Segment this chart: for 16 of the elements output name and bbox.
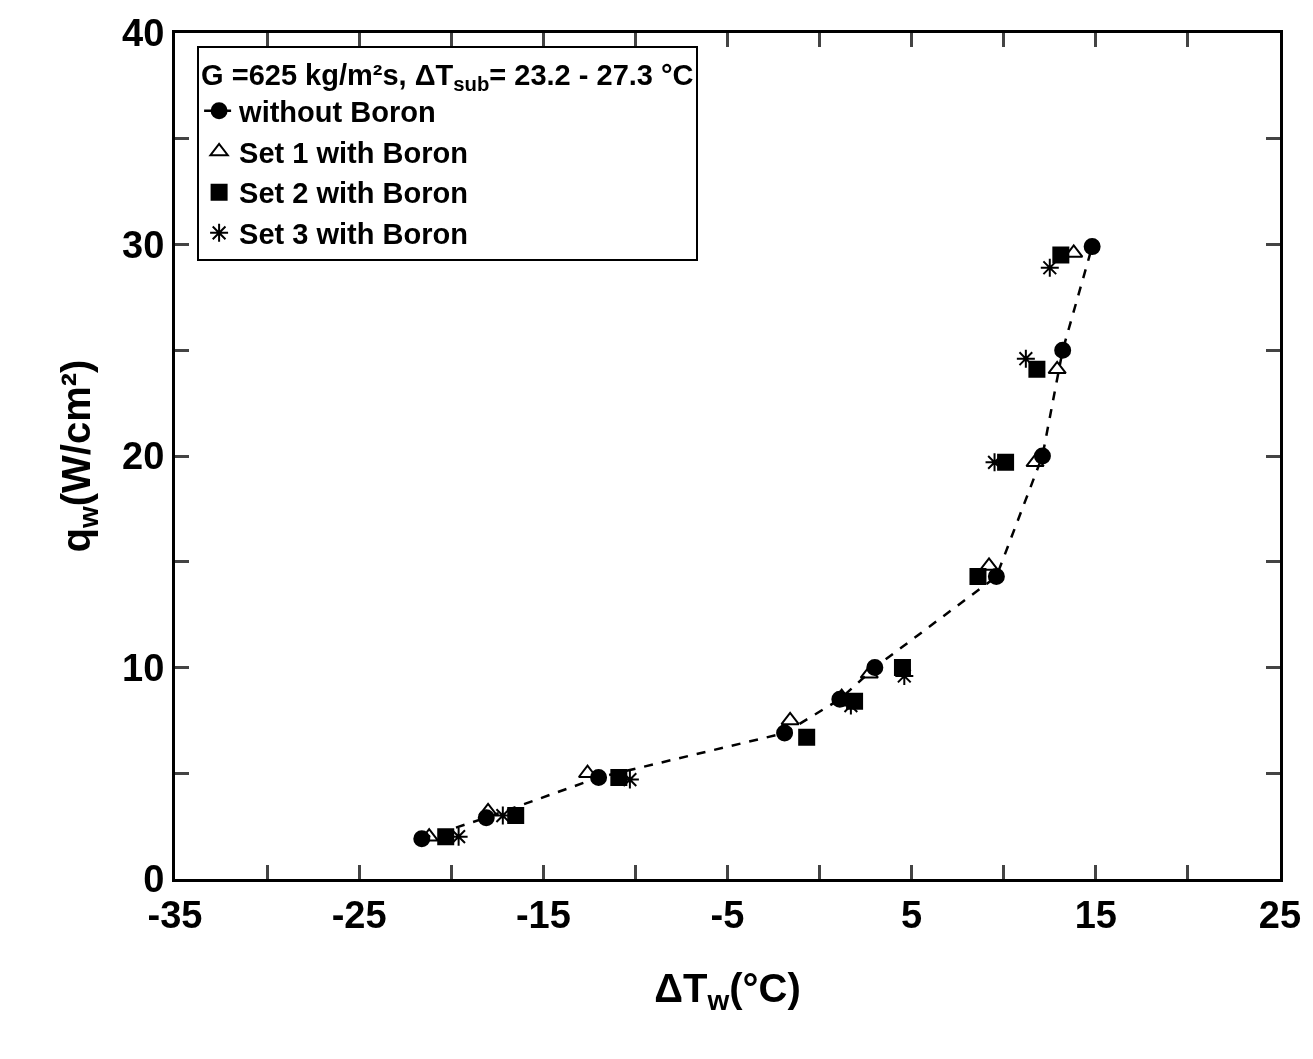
x-tick-label: -15 <box>515 893 571 936</box>
legend-label: Set 3 with Boron <box>239 218 468 251</box>
legend-label: Set 1 with Boron <box>239 136 468 169</box>
y-tick-label: 10 <box>122 646 165 689</box>
y-tick-label: 30 <box>122 223 165 266</box>
y-tick-label: 20 <box>122 435 165 478</box>
x-tick-label: 15 <box>1074 893 1117 936</box>
y-tick-label: 40 <box>122 12 165 55</box>
legend-title: G =625 kg/m²s, ΔT$_{sub}$= 23.2 - 27.3 °C <box>201 59 694 96</box>
x-axis-title: ΔT$_{w}$(°C) <box>654 966 801 1017</box>
legend-label: Set 2 with Boron <box>239 177 468 210</box>
x-tick-label: -5 <box>710 893 745 936</box>
x-tick-label: -25 <box>331 893 387 936</box>
x-tick-label: 25 <box>1258 893 1302 936</box>
x-tick-label: 5 <box>901 893 923 936</box>
legend-label: without Boron <box>238 96 436 129</box>
